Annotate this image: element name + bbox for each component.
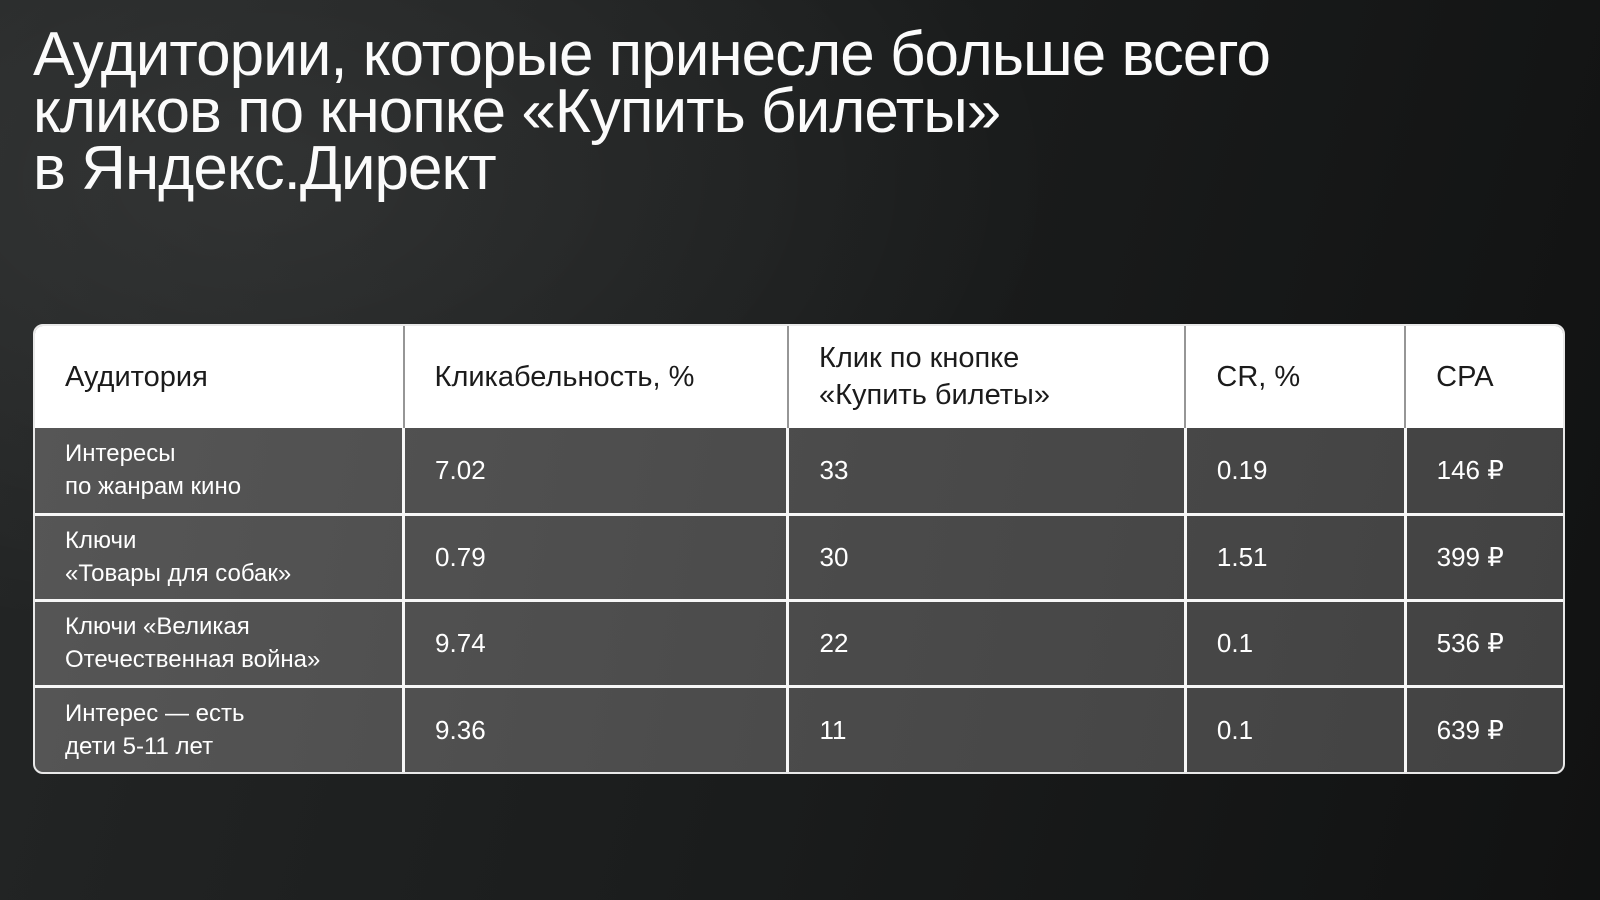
cr-cell: 0.19 <box>1185 428 1407 514</box>
button-clicks-cell: 22 <box>787 598 1187 686</box>
table-row: Ключи «Товары для собак» 0.79 30 1.51 39… <box>35 512 1563 600</box>
ctr-cell: 9.36 <box>403 684 790 772</box>
audience-cell: Ключи «Великая Отечественная война» <box>35 598 406 686</box>
table-row: Интересы по жанрам кино 7.02 33 0.19 146… <box>35 428 1563 514</box>
column-header-cpa: CPA <box>1405 326 1563 428</box>
cr-cell: 1.51 <box>1185 512 1407 600</box>
page-title: Аудитории, которые принесле больше всего… <box>33 20 1271 203</box>
column-header-cr: CR, % <box>1185 326 1407 428</box>
table-row: Интерес — есть дети 5-11 лет 9.36 11 0.1… <box>35 684 1563 772</box>
cpa-cell: 536 ₽ <box>1405 598 1563 686</box>
button-clicks-cell: 11 <box>787 684 1187 772</box>
audiences-table: Аудитория Кликабельность, % Клик по кноп… <box>33 324 1565 774</box>
ctr-cell: 7.02 <box>403 428 790 514</box>
ctr-cell: 0.79 <box>403 512 790 600</box>
cpa-cell: 146 ₽ <box>1436 455 1504 486</box>
button-clicks-cell: 30 <box>787 512 1187 600</box>
cr-cell: 0.1 <box>1185 598 1407 686</box>
ctr-cell: 9.74 <box>403 598 790 686</box>
button-clicks-cell: 33 <box>787 428 1187 514</box>
cr-cell: 0.1 <box>1185 684 1407 772</box>
title-line-2: кликов по кнопке «Купить билеты» <box>33 77 1001 146</box>
table-row: Ключи «Великая Отечественная война» 9.74… <box>35 598 1563 686</box>
column-header-ctr: Кликабельность, % <box>403 326 789 428</box>
column-header-audience: Аудитория <box>35 326 405 428</box>
audience-cell: Интерес — есть дети 5-11 лет <box>35 684 406 772</box>
title-line-3: в Яндекс.Директ <box>33 134 497 203</box>
table-header-row: Аудитория Кликабельность, % Клик по кноп… <box>35 326 1563 428</box>
audience-cell: Ключи «Товары для собак» <box>35 512 406 600</box>
column-header-button-clicks: Клик по кнопке «Купить билеты» <box>787 326 1187 428</box>
title-line-1: Аудитории, которые принесле больше всего <box>33 20 1271 89</box>
cpa-cell: 399 ₽ <box>1405 512 1563 600</box>
cpa-cell: 639 ₽ <box>1405 684 1563 772</box>
audience-cell: Интересы по жанрам кино <box>35 428 406 514</box>
